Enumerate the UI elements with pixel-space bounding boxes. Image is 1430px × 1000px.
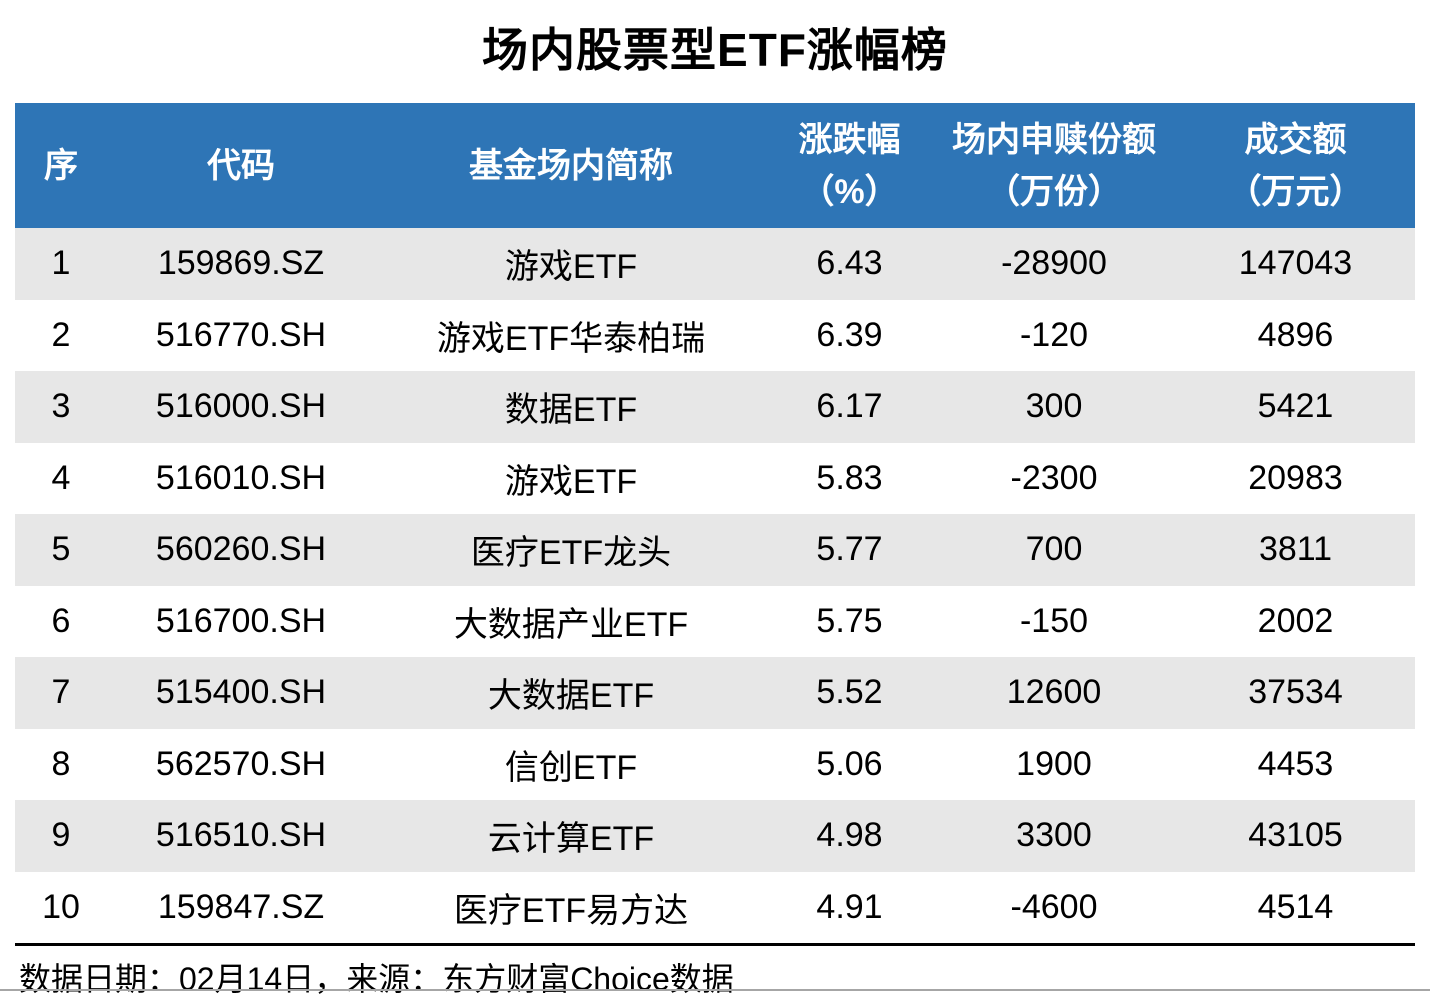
cell-subscription-shares: -2300 — [1010, 458, 1098, 497]
table-row: 2 516770.SH 游戏ETF华泰柏瑞 6.39 -120 4896 — [15, 299, 1415, 371]
cell-code: 562570.SH — [155, 744, 327, 783]
cell-fund-name: 游戏ETF — [504, 462, 638, 501]
cell-code: 159869.SZ — [157, 244, 325, 283]
cell-change-pct: 6.39 — [816, 315, 883, 354]
cell-turnover: 43105 — [1248, 816, 1343, 855]
cell-rank: 6 — [51, 601, 71, 640]
cell-subscription-shares: 300 — [1025, 387, 1083, 426]
table-row: 8 562570.SH 信创ETF 5.06 1900 4453 — [15, 728, 1415, 800]
cell-change-pct: 5.77 — [816, 530, 883, 569]
cell-rank: 10 — [42, 887, 80, 926]
cell-fund-name: 游戏ETF华泰柏瑞 — [436, 319, 706, 358]
cell-code: 516000.SH — [155, 387, 327, 426]
cell-change-pct: 5.83 — [816, 458, 883, 497]
cell-fund-name: 数据ETF — [504, 391, 638, 430]
cell-code: 516770.SH — [155, 315, 327, 354]
col-header-turnover: 成交额 （万元） — [1227, 120, 1364, 211]
cell-rank: 8 — [51, 744, 71, 783]
cell-fund-name: 云计算ETF — [487, 820, 655, 859]
cell-turnover: 37534 — [1248, 673, 1343, 712]
cell-fund-name: 信创ETF — [504, 748, 638, 787]
cell-subscription-shares: 1900 — [1016, 744, 1092, 783]
cell-change-pct: 4.91 — [816, 887, 883, 926]
etf-gainers-table: 序 代码 基金场内简称 — [15, 103, 1415, 943]
table-row: 5 560260.SH 医疗ETF龙头 5.77 700 3811 — [15, 514, 1415, 586]
cell-code: 516010.SH — [155, 458, 327, 497]
cell-subscription-shares: -120 — [1019, 315, 1089, 354]
cell-rank: 4 — [51, 458, 71, 497]
cell-turnover: 4514 — [1257, 887, 1334, 926]
cell-fund-name: 游戏ETF — [504, 248, 638, 287]
cell-change-pct: 6.17 — [816, 387, 883, 426]
col-header-code: 代码 — [207, 146, 275, 185]
cell-code: 515400.SH — [155, 673, 327, 712]
table-row: 4 516010.SH 游戏ETF 5.83 -2300 20983 — [15, 442, 1415, 514]
table-row: 9 516510.SH 云计算ETF 4.98 3300 43105 — [15, 800, 1415, 872]
col-header-subscription-shares: 场内申赎份额 （万份） — [952, 120, 1156, 211]
col-header-change-pct: 涨跌幅 （%） — [798, 120, 901, 211]
cell-change-pct: 5.06 — [816, 744, 883, 783]
cell-rank: 3 — [51, 387, 71, 426]
col-header-fund-name: 基金场内简称 — [469, 146, 673, 185]
table-body: 1 159869.SZ 游戏ETF 6.43 -28900 147043 2 5… — [15, 228, 1415, 943]
table-row: 6 516700.SH 大数据产业ETF 5.75 -150 2002 — [15, 585, 1415, 657]
table-row: 7 515400.SH 大数据ETF 5.52 12600 37534 — [15, 657, 1415, 729]
cell-subscription-shares: -4600 — [1010, 887, 1098, 926]
cell-fund-name: 大数据ETF — [487, 677, 655, 716]
cell-code: 516700.SH — [155, 601, 327, 640]
cell-rank: 9 — [51, 816, 71, 855]
cell-rank: 5 — [51, 530, 71, 569]
cell-subscription-shares: -150 — [1019, 601, 1089, 640]
cell-turnover: 4896 — [1257, 315, 1334, 354]
cell-subscription-shares: 12600 — [1006, 673, 1102, 712]
table-header: 序 代码 基金场内简称 — [15, 103, 1415, 228]
cell-code: 159847.SZ — [157, 887, 325, 926]
cell-change-pct: 5.75 — [816, 601, 883, 640]
cell-code: 516510.SH — [155, 816, 327, 855]
cell-rank: 2 — [51, 315, 71, 354]
data-source-note: 数据日期：02月14日，来源：东方财富Choice数据 — [15, 943, 1415, 1000]
cell-fund-name: 医疗ETF龙头 — [470, 534, 672, 573]
cell-code: 560260.SH — [155, 530, 327, 569]
cell-change-pct: 4.98 — [816, 816, 883, 855]
cell-turnover: 147043 — [1238, 244, 1353, 283]
table-row: 3 516000.SH 数据ETF 6.17 300 5421 — [15, 371, 1415, 443]
cell-turnover: 3811 — [1258, 530, 1333, 569]
cell-turnover: 4453 — [1257, 744, 1334, 783]
cell-rank: 7 — [51, 673, 71, 712]
cell-turnover: 20983 — [1248, 458, 1343, 497]
cell-change-pct: 6.43 — [816, 244, 883, 283]
cell-rank: 1 — [51, 244, 71, 283]
cell-fund-name: 大数据产业ETF — [453, 605, 689, 644]
cell-subscription-shares: -28900 — [1001, 244, 1107, 283]
cell-subscription-shares: 700 — [1025, 530, 1083, 569]
table-row: 10 159847.SZ 医疗ETF易方达 4.91 -4600 4514 — [15, 871, 1415, 943]
cell-turnover: 2002 — [1257, 601, 1334, 640]
cell-change-pct: 5.52 — [816, 673, 883, 712]
header-row: 序 代码 基金场内简称 — [15, 103, 1415, 228]
col-header-rank: 序 — [44, 146, 78, 185]
cell-fund-name: 医疗ETF易方达 — [453, 891, 689, 930]
table-row: 1 159869.SZ 游戏ETF 6.43 -28900 147043 — [15, 228, 1415, 300]
cell-subscription-shares: 3300 — [1016, 816, 1092, 855]
bottom-divider — [0, 989, 1430, 991]
cell-turnover: 5421 — [1257, 387, 1334, 426]
page-title: 场内股票型ETF涨幅榜 — [482, 24, 948, 76]
